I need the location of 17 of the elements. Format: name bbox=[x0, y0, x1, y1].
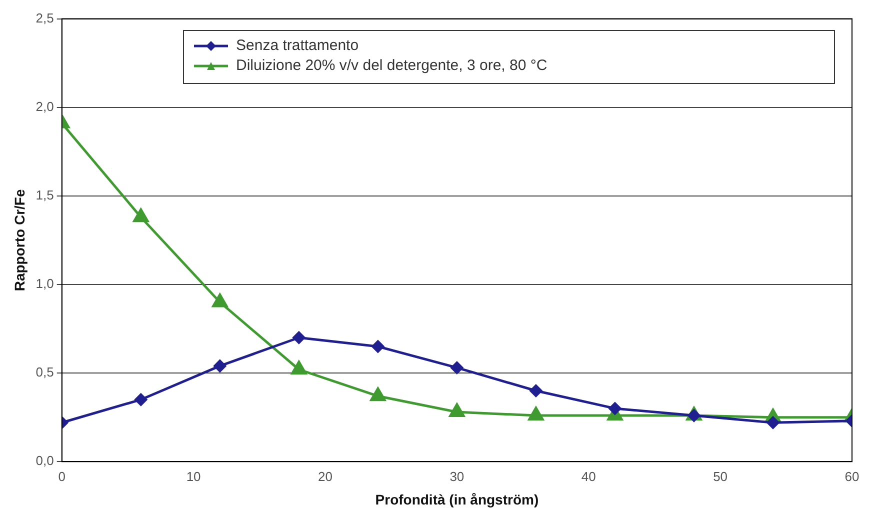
y-tick-label: 0,5 bbox=[36, 364, 54, 380]
legend-label: Diluizione 20% v/v del detergente, 3 ore, 80 °C bbox=[236, 57, 548, 74]
x-tick-label: 10 bbox=[186, 468, 201, 484]
x-axis-title: Profondità (in ångström) bbox=[375, 491, 539, 508]
y-tick-label: 2,5 bbox=[36, 10, 54, 26]
x-tick-label: 40 bbox=[581, 468, 596, 484]
x-tick-label: 20 bbox=[318, 468, 332, 484]
y-tick-label: 0,0 bbox=[36, 453, 54, 468]
x-tick-label: 30 bbox=[450, 468, 464, 484]
y-axis-title: Rapporto Cr/Fe bbox=[11, 189, 28, 292]
y-tick-label: 1,5 bbox=[36, 188, 54, 202]
y-tick-label: 2,0 bbox=[36, 98, 54, 114]
x-tick-label: 50 bbox=[713, 468, 728, 484]
x-tick-label: 60 bbox=[844, 468, 860, 484]
x-tick-label: 0 bbox=[58, 468, 66, 484]
legend-label: Senza trattamento bbox=[236, 37, 359, 54]
y-tick-label: 1,0 bbox=[36, 276, 54, 292]
